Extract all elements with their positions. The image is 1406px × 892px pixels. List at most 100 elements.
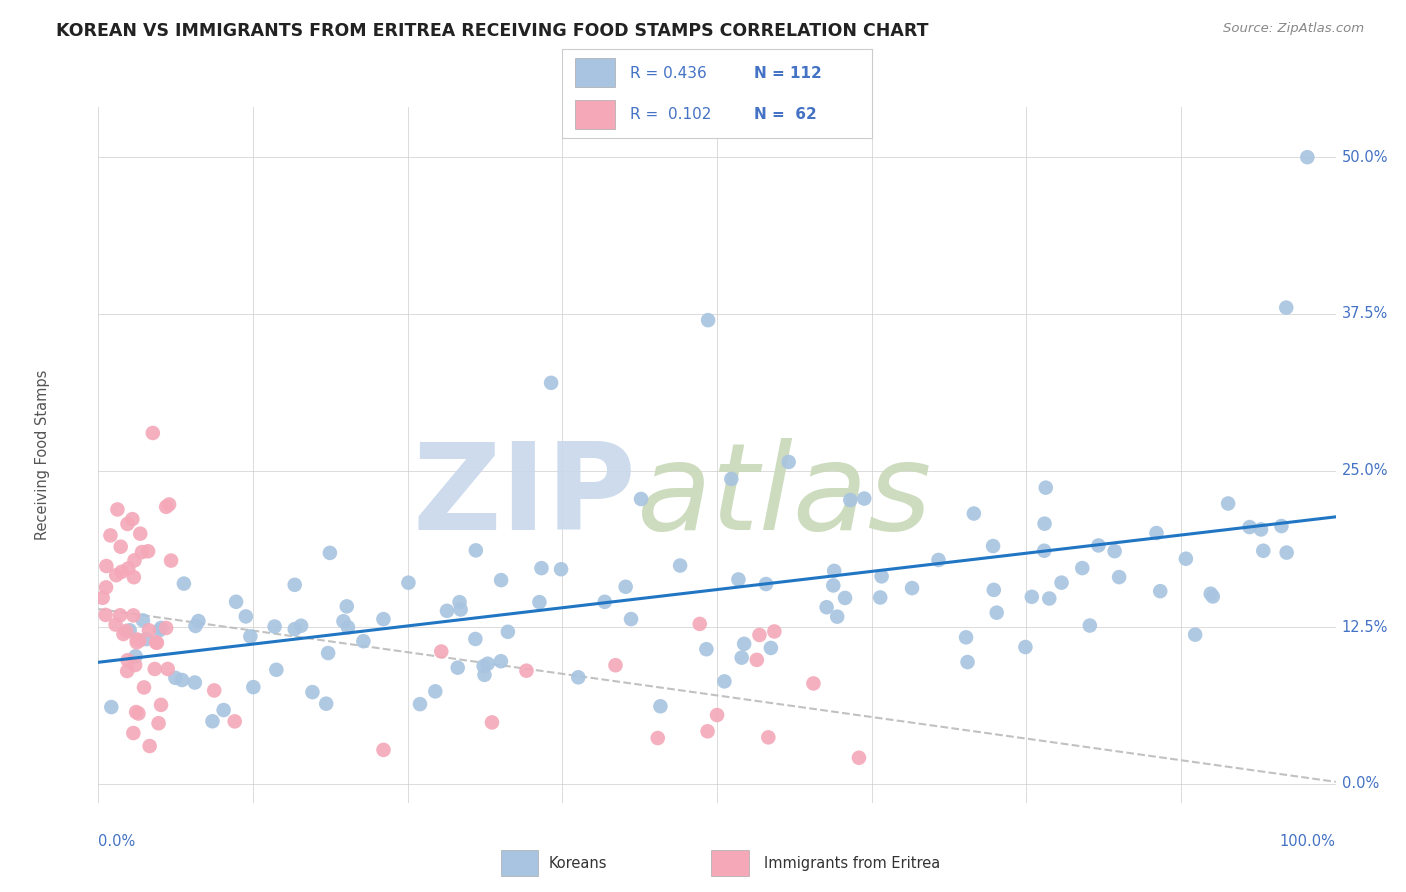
Point: [138, 739, 160, 753]
Point: [853, 491, 876, 506]
Point: [530, 561, 553, 575]
Point: [263, 619, 285, 633]
Point: [105, 568, 128, 582]
Point: [449, 595, 471, 609]
Point: [127, 706, 149, 721]
Point: [132, 614, 155, 628]
Point: [122, 726, 145, 740]
Point: [155, 621, 177, 635]
Point: [955, 631, 977, 645]
Point: [1146, 526, 1168, 541]
Point: [115, 624, 138, 638]
Point: [1149, 584, 1171, 599]
Point: [319, 546, 342, 560]
Point: [550, 562, 572, 576]
Point: [125, 705, 148, 719]
Point: [94, 580, 117, 594]
Point: [117, 516, 139, 531]
Point: [474, 668, 496, 682]
Point: [1035, 481, 1057, 495]
Point: [1239, 520, 1261, 534]
Point: [138, 624, 160, 638]
Point: [1270, 519, 1292, 533]
Point: [373, 743, 395, 757]
Point: [630, 491, 652, 506]
Point: [396, 575, 419, 590]
Point: [748, 628, 770, 642]
Point: [170, 673, 193, 687]
Point: [696, 724, 718, 739]
Point: [146, 636, 169, 650]
Point: [184, 619, 207, 633]
Point: [529, 595, 551, 609]
Point: [136, 544, 159, 558]
Point: [124, 658, 146, 673]
Point: [100, 700, 122, 714]
Text: 100.0%: 100.0%: [1279, 834, 1336, 849]
Text: R =  0.102: R = 0.102: [630, 107, 711, 121]
Text: 12.5%: 12.5%: [1341, 620, 1388, 635]
Text: Koreans: Koreans: [548, 855, 607, 871]
Text: Source: ZipAtlas.com: Source: ZipAtlas.com: [1223, 22, 1364, 36]
Point: [352, 634, 374, 648]
Point: [1033, 543, 1056, 558]
Point: [1104, 544, 1126, 558]
Point: [290, 619, 312, 633]
Point: [1296, 150, 1319, 164]
Point: [1250, 523, 1272, 537]
Point: [697, 313, 720, 327]
Point: [409, 697, 432, 711]
Point: [815, 600, 838, 615]
Text: R = 0.436: R = 0.436: [630, 66, 707, 80]
Point: [647, 731, 669, 745]
Point: [614, 580, 637, 594]
Point: [425, 684, 447, 698]
Point: [91, 591, 114, 605]
Point: [118, 624, 141, 638]
Point: [212, 703, 235, 717]
Point: [145, 635, 167, 649]
Point: [1216, 496, 1239, 510]
Point: [825, 609, 848, 624]
Point: [839, 493, 862, 508]
Point: [96, 559, 118, 574]
Point: [112, 627, 135, 641]
Point: [124, 553, 146, 567]
Point: [156, 662, 179, 676]
Point: [150, 621, 173, 635]
Point: [128, 633, 150, 648]
Point: [129, 526, 152, 541]
Point: [567, 670, 589, 684]
Point: [823, 564, 845, 578]
FancyBboxPatch shape: [501, 850, 538, 876]
Point: [316, 646, 339, 660]
Point: [981, 539, 1004, 553]
Point: [593, 595, 616, 609]
Text: 25.0%: 25.0%: [1341, 463, 1388, 478]
Point: [803, 676, 825, 690]
Text: N = 112: N = 112: [754, 66, 823, 80]
Point: [284, 622, 307, 636]
Point: [759, 640, 782, 655]
Point: [727, 573, 749, 587]
Text: ZIP: ZIP: [413, 438, 637, 555]
Point: [823, 578, 845, 592]
Point: [125, 635, 148, 649]
Point: [1251, 543, 1274, 558]
Point: [117, 653, 139, 667]
Point: [117, 561, 139, 575]
Point: [150, 698, 173, 712]
Point: [436, 604, 458, 618]
Point: [160, 553, 183, 567]
Point: [110, 565, 132, 579]
Point: [763, 624, 786, 639]
Point: [956, 655, 979, 669]
Point: [373, 612, 395, 626]
Point: [489, 654, 512, 668]
Point: [870, 569, 893, 583]
Point: [135, 632, 157, 647]
Point: [986, 606, 1008, 620]
Point: [1071, 561, 1094, 575]
Point: [1275, 301, 1298, 315]
Point: [173, 576, 195, 591]
